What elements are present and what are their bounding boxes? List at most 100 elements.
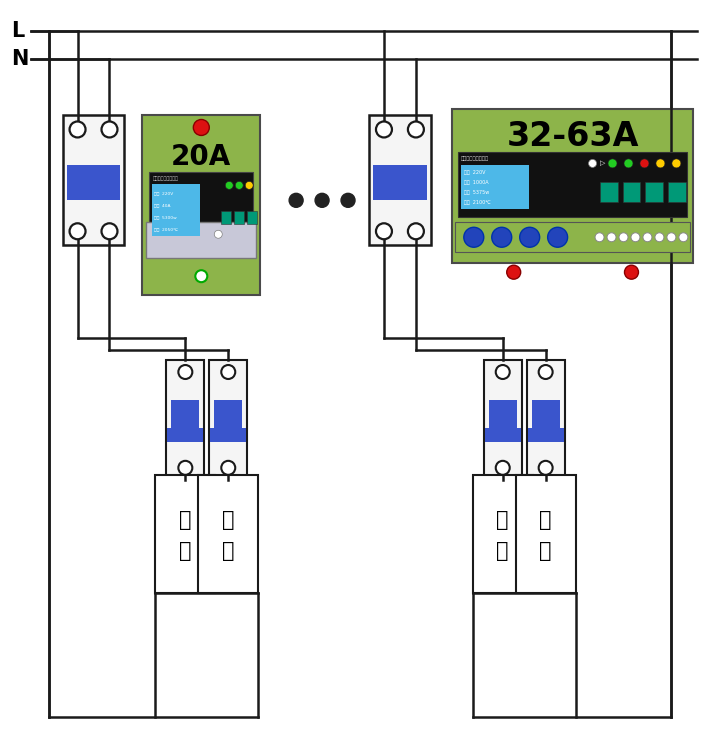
Circle shape	[464, 227, 484, 248]
Bar	[623, 183, 640, 202]
Circle shape	[539, 365, 552, 379]
Text: 电气防火限流保护器: 电气防火限流保护器	[152, 176, 178, 181]
Bar	[152, 184, 200, 236]
Circle shape	[102, 121, 117, 138]
Bar	[210, 428, 246, 442]
Bar	[67, 165, 120, 200]
Circle shape	[608, 159, 617, 168]
Circle shape	[376, 224, 392, 239]
Circle shape	[178, 365, 192, 379]
Text: 负: 负	[497, 509, 509, 530]
Circle shape	[640, 159, 649, 168]
Text: 载: 载	[539, 542, 552, 561]
Bar	[489, 400, 517, 428]
Circle shape	[496, 461, 510, 475]
Circle shape	[215, 230, 223, 239]
Bar	[171, 400, 199, 428]
Text: 电流  1000A: 电流 1000A	[464, 180, 489, 185]
Text: 温度  2050℃: 温度 2050℃	[154, 227, 178, 231]
Bar	[62, 115, 125, 245]
Circle shape	[376, 121, 392, 138]
Bar	[155, 475, 215, 592]
Bar	[166, 360, 204, 479]
Circle shape	[245, 181, 253, 189]
Bar	[452, 108, 693, 263]
Circle shape	[507, 266, 521, 279]
Text: 电压  220V: 电压 220V	[154, 191, 174, 195]
Bar	[485, 428, 521, 442]
Bar	[528, 428, 563, 442]
Circle shape	[643, 233, 652, 242]
Bar	[146, 222, 256, 258]
Circle shape	[496, 365, 510, 379]
Circle shape	[679, 233, 688, 242]
Text: 电压  220V: 电压 220V	[464, 170, 485, 175]
Bar	[373, 165, 427, 200]
Text: 负: 负	[539, 509, 552, 530]
Circle shape	[225, 181, 233, 189]
Text: ▷: ▷	[600, 160, 605, 166]
Circle shape	[408, 224, 424, 239]
Text: 载: 载	[497, 542, 509, 561]
Circle shape	[221, 365, 235, 379]
Bar	[473, 475, 533, 592]
Circle shape	[539, 461, 552, 475]
Bar	[167, 428, 203, 442]
Circle shape	[194, 120, 210, 135]
Bar	[142, 115, 260, 295]
Bar	[600, 183, 618, 202]
Bar	[484, 360, 522, 479]
Bar	[215, 400, 242, 428]
Text: 功率  5300w: 功率 5300w	[154, 215, 177, 219]
Circle shape	[619, 233, 628, 242]
Text: 温度  2100℃: 温度 2100℃	[464, 200, 491, 205]
Bar	[455, 222, 690, 252]
Circle shape	[341, 193, 355, 207]
Circle shape	[102, 224, 117, 239]
Circle shape	[631, 233, 640, 242]
Text: 载: 载	[179, 542, 191, 561]
Bar	[645, 183, 663, 202]
Bar	[526, 360, 565, 479]
Circle shape	[624, 266, 639, 279]
Bar	[199, 475, 258, 592]
Bar	[247, 212, 257, 224]
Circle shape	[656, 159, 665, 168]
Bar	[668, 183, 687, 202]
Circle shape	[624, 159, 633, 168]
Text: 负: 负	[222, 509, 234, 530]
Text: N: N	[11, 49, 28, 69]
Bar	[149, 172, 253, 248]
Bar	[515, 475, 576, 592]
Circle shape	[547, 227, 568, 248]
Text: 电气防火限流保护器: 电气防火限流保护器	[461, 156, 489, 161]
Circle shape	[315, 193, 329, 207]
Text: 32-63A: 32-63A	[506, 120, 639, 153]
Bar	[461, 165, 529, 209]
Bar	[531, 400, 560, 428]
Bar	[457, 153, 687, 218]
Bar	[210, 360, 247, 479]
Circle shape	[655, 233, 664, 242]
Text: 负: 负	[179, 509, 191, 530]
Circle shape	[667, 233, 676, 242]
Circle shape	[589, 159, 597, 168]
Bar	[369, 115, 431, 245]
Circle shape	[70, 224, 86, 239]
Circle shape	[178, 461, 192, 475]
Bar	[221, 212, 231, 224]
Circle shape	[595, 233, 604, 242]
Circle shape	[289, 193, 303, 207]
Text: L: L	[11, 21, 24, 40]
Text: 功率  5375w: 功率 5375w	[464, 190, 489, 194]
Circle shape	[70, 121, 86, 138]
Bar	[234, 212, 244, 224]
Circle shape	[408, 121, 424, 138]
Circle shape	[520, 227, 539, 248]
Circle shape	[221, 461, 235, 475]
Circle shape	[195, 270, 207, 282]
Circle shape	[492, 227, 512, 248]
Text: 电流  40A: 电流 40A	[154, 203, 171, 207]
Circle shape	[607, 233, 616, 242]
Text: 载: 载	[222, 542, 234, 561]
